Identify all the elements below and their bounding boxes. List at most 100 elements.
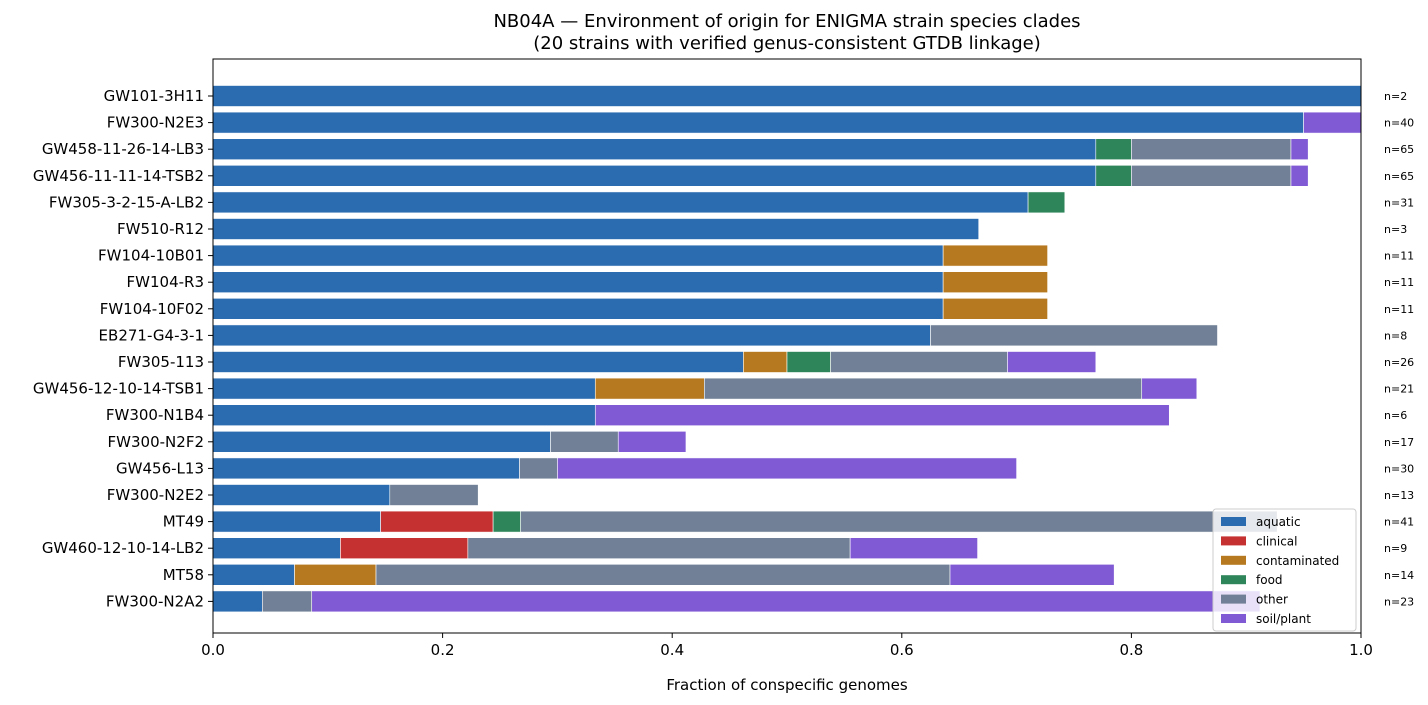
y-tick-label: FW300-N2A2 bbox=[106, 592, 204, 610]
bar-segment-9-4 bbox=[930, 324, 1218, 347]
legend-swatch-4 bbox=[1221, 594, 1246, 604]
y-tick-label: MT49 bbox=[163, 513, 204, 531]
y-tick-label: GW456-L13 bbox=[116, 459, 204, 477]
bar-segment-10-4 bbox=[830, 351, 1008, 373]
bar-segment-16-3 bbox=[492, 510, 521, 533]
legend-label: soil/plant bbox=[1256, 612, 1311, 626]
legend-label: contaminated bbox=[1256, 554, 1339, 568]
y-tick-label: GW456-11-11-14-TSB2 bbox=[33, 167, 204, 185]
y-tick-label: EB271-G4-3-1 bbox=[99, 326, 204, 344]
bar-segment-5-0 bbox=[212, 218, 980, 240]
bar-segment-15-4 bbox=[389, 484, 479, 506]
bar-segment-15-0 bbox=[212, 484, 391, 506]
bar-segment-6-0 bbox=[212, 244, 944, 267]
bar-segment-1-5 bbox=[1303, 111, 1362, 134]
bar-segment-11-5 bbox=[1141, 377, 1198, 400]
bar-segment-16-1 bbox=[380, 510, 494, 533]
y-tick-label: FW104-R3 bbox=[127, 273, 204, 291]
y-tick-label: FW104-10F02 bbox=[100, 300, 204, 318]
y-tick-label: FW300-N2E2 bbox=[107, 486, 204, 504]
bar-segment-16-0 bbox=[212, 510, 381, 533]
bar-segment-2-5 bbox=[1290, 138, 1309, 160]
count-label: n=30 bbox=[1384, 462, 1414, 475]
bar-segment-13-5 bbox=[617, 430, 687, 453]
legend-swatch-3 bbox=[1221, 575, 1246, 585]
bar-segment-17-4 bbox=[467, 537, 851, 560]
count-label: n=65 bbox=[1384, 143, 1414, 156]
x-tick-label: 0.4 bbox=[660, 641, 684, 659]
count-label: n=65 bbox=[1384, 170, 1414, 183]
y-tick-label: FW300-N2E3 bbox=[107, 114, 204, 132]
bar-segment-10-2 bbox=[743, 351, 788, 373]
bar-segment-3-4 bbox=[1131, 165, 1292, 187]
y-axis-ticks: GW101-3H11 FW300-N2E3 GW458-11-26-14-LB3 GW… bbox=[33, 87, 213, 610]
count-label: n=11 bbox=[1384, 303, 1414, 316]
count-label: n=11 bbox=[1384, 276, 1414, 289]
x-tick-label: 0.8 bbox=[1119, 641, 1143, 659]
legend-swatch-5 bbox=[1221, 614, 1246, 623]
legend-swatch-2 bbox=[1221, 555, 1246, 565]
bar-segment-12-5 bbox=[594, 404, 1170, 427]
bar-segment-10-5 bbox=[1007, 351, 1097, 373]
bar-segment-13-0 bbox=[212, 430, 551, 453]
bar-segment-3-3 bbox=[1095, 165, 1132, 187]
legend-swatch-0 bbox=[1221, 517, 1246, 526]
y-tick-label: FW300-N1B4 bbox=[106, 406, 204, 424]
legend-swatch-1 bbox=[1221, 536, 1246, 546]
legend-label: other bbox=[1256, 593, 1288, 607]
y-tick-label: GW460-12-10-14-LB2 bbox=[42, 539, 204, 557]
bar-segment-19-5 bbox=[311, 590, 1261, 613]
count-label: n=11 bbox=[1384, 250, 1414, 263]
x-axis-ticks: 0.0 0.2 0.4 0.6 0.8 1.0 bbox=[201, 633, 1373, 659]
bar-segment-7-0 bbox=[212, 271, 944, 294]
y-tick-label: GW458-11-26-14-LB3 bbox=[42, 140, 204, 158]
bar-segment-17-1 bbox=[340, 537, 469, 560]
bar-segment-14-4 bbox=[519, 457, 558, 480]
count-label: n=40 bbox=[1384, 117, 1414, 130]
bar-segment-8-2 bbox=[942, 297, 1048, 320]
count-labels: n=2 n=40 n=65 n=65 n=31 n=3 n=11 n=11 n=11 n=8 n=2… bbox=[1384, 90, 1414, 608]
bar-segment-13-4 bbox=[550, 430, 619, 453]
bar-segment-12-0 bbox=[212, 404, 596, 427]
bar-segment-4-3 bbox=[1027, 191, 1066, 214]
bar-segment-7-2 bbox=[942, 271, 1048, 294]
y-tick-label: MT58 bbox=[163, 566, 204, 584]
bar-segment-14-0 bbox=[212, 457, 520, 480]
count-label: n=21 bbox=[1384, 383, 1414, 396]
bar-segment-4-0 bbox=[212, 191, 1029, 214]
count-label: n=8 bbox=[1384, 329, 1407, 342]
y-tick-label: FW510-R12 bbox=[117, 220, 204, 238]
bar-segment-1-0 bbox=[212, 111, 1304, 134]
y-tick-label: FW305-3-2-15-A-LB2 bbox=[49, 193, 204, 211]
bar-segment-2-0 bbox=[212, 138, 1097, 160]
bar-segment-9-0 bbox=[212, 324, 931, 347]
bar-segment-10-0 bbox=[212, 351, 744, 373]
count-label: n=2 bbox=[1384, 90, 1407, 103]
bar-segment-11-4 bbox=[704, 377, 1143, 400]
count-label: n=13 bbox=[1384, 489, 1414, 502]
bar-segment-19-0 bbox=[212, 590, 263, 613]
bar-segment-11-2 bbox=[594, 377, 705, 400]
legend-box bbox=[1212, 508, 1357, 632]
count-label: n=6 bbox=[1384, 409, 1407, 422]
count-label: n=14 bbox=[1384, 569, 1414, 582]
x-axis-label: Fraction of conspecific genomes bbox=[666, 676, 908, 694]
bar-segment-18-5 bbox=[949, 563, 1115, 586]
bar-segment-3-5 bbox=[1290, 165, 1309, 187]
y-tick-label: FW104-10B01 bbox=[98, 247, 204, 265]
y-tick-label: FW300-N2F2 bbox=[108, 433, 204, 451]
count-label: n=26 bbox=[1384, 356, 1414, 369]
y-tick-label: FW305-113 bbox=[118, 353, 204, 371]
bar-segment-2-4 bbox=[1131, 138, 1292, 160]
bar-segment-17-5 bbox=[849, 537, 978, 560]
bar-segment-16-4 bbox=[520, 510, 1278, 533]
count-label: n=23 bbox=[1384, 595, 1414, 608]
count-label: n=17 bbox=[1384, 436, 1414, 449]
bar-segment-18-0 bbox=[212, 563, 295, 586]
bar-segment-19-4 bbox=[262, 590, 313, 613]
bar-segment-2-3 bbox=[1095, 138, 1132, 160]
y-tick-label: GW101-3H11 bbox=[104, 87, 204, 105]
count-label: n=31 bbox=[1384, 196, 1414, 209]
x-tick-label: 0.6 bbox=[890, 641, 914, 659]
bar-segment-8-0 bbox=[212, 297, 944, 320]
